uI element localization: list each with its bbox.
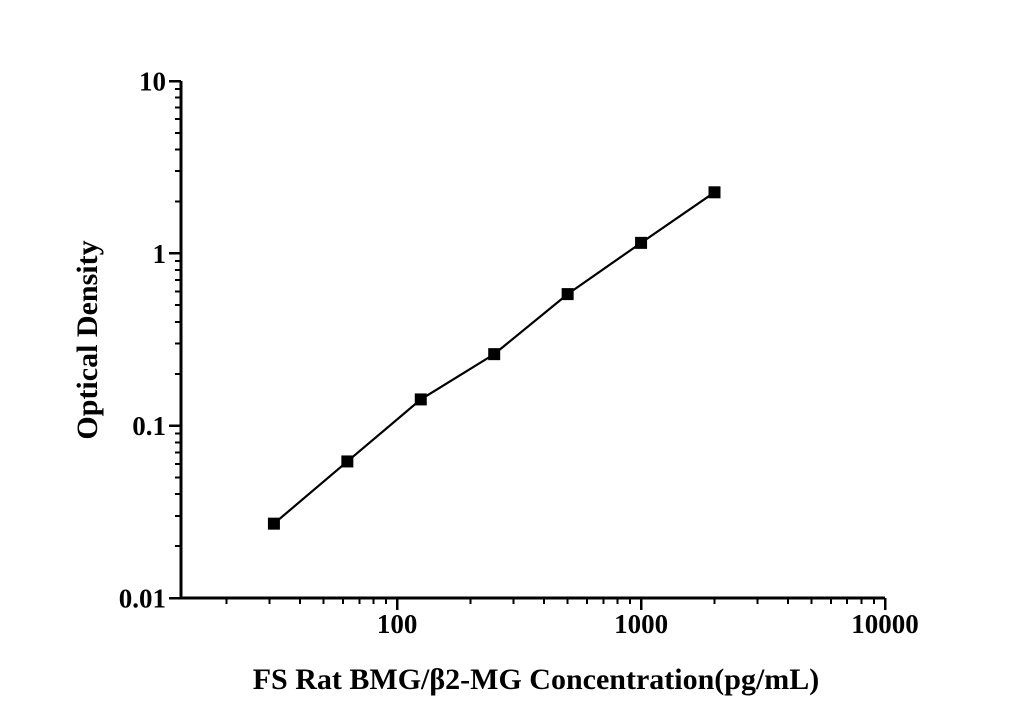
data-series [267,186,721,530]
x-axis-title: FS Rat BMG/β2-MG Concentration(pg/mL) [253,663,820,696]
data-point-marker [488,348,501,361]
x-tick-label: 10000 [851,609,919,639]
y-tick-label: 0.1 [132,411,166,441]
y-tick-label: 1 [153,239,167,269]
data-point-marker [414,393,427,406]
tick-labels: 100 1000 10000 10 1 0.1 0.01 [119,66,919,639]
data-point-marker [341,455,354,468]
axes [179,81,885,600]
tick-marks [169,79,887,610]
y-tick-label: 0.01 [119,583,166,613]
axis-spines [179,81,885,600]
y-tick-label: 10 [139,66,166,96]
data-point-marker [708,186,721,199]
data-point-marker [561,288,574,301]
data-point-marker [267,517,280,530]
x-tick-label: 1000 [614,609,668,639]
y-axis-title: Optical Density [71,240,104,439]
data-point-marker [635,236,648,249]
x-tick-label: 100 [377,609,418,639]
